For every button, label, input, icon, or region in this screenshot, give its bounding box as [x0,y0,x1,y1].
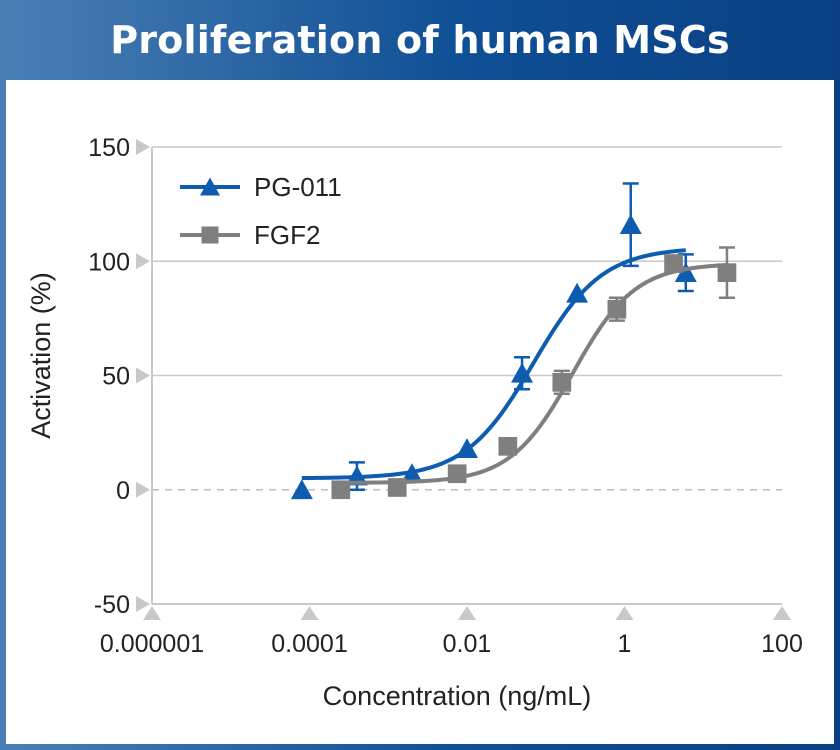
chart-title: Proliferation of human MSCs [110,18,730,62]
data-point-PG-011 [511,362,534,383]
x-tick-marker [300,606,319,620]
y-axis-label: Activation (%) [26,272,56,439]
y-tick-marker [136,596,150,612]
x-tick-marker [143,606,161,620]
data-point-PG-011 [674,262,697,283]
x-tick-label: 0.0001 [271,630,347,658]
data-point-FGF2 [387,478,407,497]
data-point-PG-011 [345,465,368,486]
data-point-FGF2 [717,263,737,283]
y-tick-marker [136,481,150,498]
y-tick-marker [136,253,150,270]
data-point-FGF2 [498,436,518,456]
x-tick-label: 1 [618,630,632,658]
data-point-FGF2 [331,480,351,500]
x-tick-marker [458,606,476,620]
x-tick-marker [615,606,634,620]
legend-marker [201,226,219,244]
x-tick-label: 0.01 [443,630,492,658]
y-tick-label: 0 [116,477,130,505]
x-axis-label: Concentration (ng/mL) [323,681,592,711]
chart-panel [6,80,834,744]
y-tick-label: 50 [102,363,130,391]
x-tick-label: 0.000001 [100,630,204,658]
data-point-PG-011 [290,479,313,500]
data-point-FGF2 [664,254,683,273]
fit-curve-FGF2 [340,263,728,485]
fit-curve-PG-011 [301,248,686,481]
data-point-FGF2 [552,373,572,392]
y-tick-label: 150 [88,134,130,162]
y-tick-label: -50 [94,591,130,619]
legend-marker [200,177,220,196]
data-point-PG-011 [619,214,642,235]
legend-label: FGF2 [254,220,320,250]
y-tick-label: 100 [88,248,130,276]
data-point-PG-011 [456,438,478,458]
x-tick-marker [773,606,791,620]
data-point-FGF2 [607,299,627,319]
y-tick-marker [136,367,150,384]
data-point-FGF2 [447,464,467,484]
title-bar: Proliferation of human MSCs [0,0,840,80]
y-tick-marker [136,139,150,155]
x-tick-label: 100 [761,630,803,658]
data-point-PG-011 [566,282,589,303]
legend-label: PG-011 [254,172,342,202]
